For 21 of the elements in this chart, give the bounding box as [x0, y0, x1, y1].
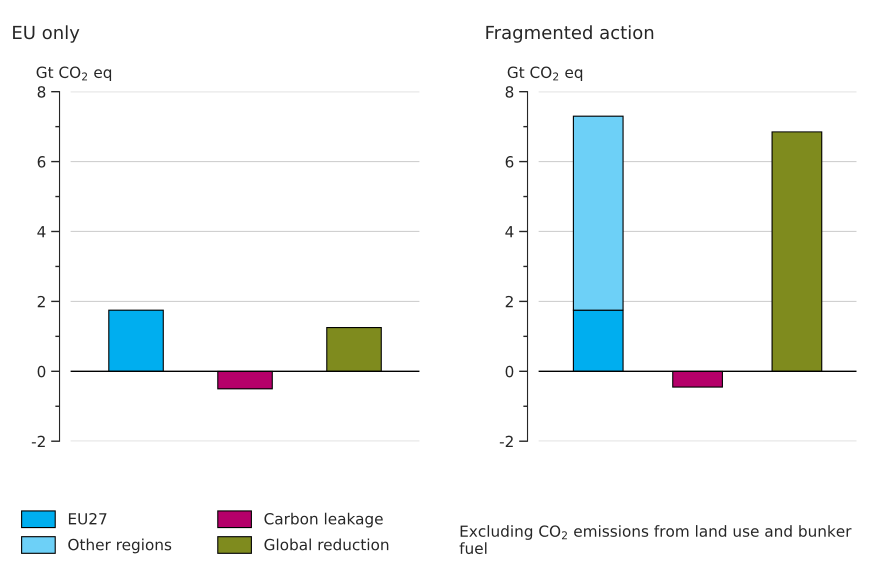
y-tick-label: 6: [38, 156, 46, 168]
y-tick-label: 2: [506, 296, 513, 308]
y-tick-label: 4: [37, 226, 46, 238]
y-tick-label: 8: [506, 86, 514, 98]
legend-label: Other regions: [68, 538, 172, 554]
y-tick-label: -2: [500, 436, 513, 448]
legend-label: Global reduction: [264, 538, 388, 550]
legend-label: Carbon leakage: [264, 512, 383, 528]
y-tick-label: -2: [32, 436, 45, 448]
chart-title: EU only: [13, 25, 80, 43]
chart-title: Fragmented action: [486, 25, 654, 43]
legend-label: EU27: [68, 512, 106, 525]
text: Excluding CO$_{2}$ emissions from land use and bunker fuel: [460, 525, 852, 554]
y-axis-title: Gt CO$_{2}$ eq: [508, 66, 582, 82]
y-tick-label: 4: [505, 226, 514, 238]
y-tick-label: 2: [38, 296, 45, 308]
y-axis-title: Gt CO$_{2}$ eq: [36, 66, 112, 82]
y-tick-label: 0: [506, 366, 514, 378]
y-tick-label: 8: [38, 86, 46, 98]
y-tick-label: 0: [38, 366, 46, 378]
y-tick-label: 6: [506, 156, 514, 168]
